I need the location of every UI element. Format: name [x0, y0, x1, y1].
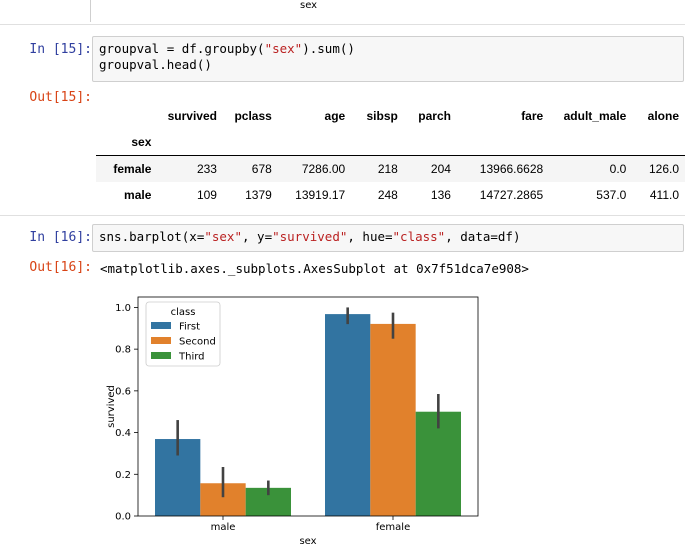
column-header: pclass [234, 109, 272, 123]
table-cell: 136 [430, 188, 451, 202]
row-index: female [113, 162, 152, 176]
column-header: parch [418, 109, 451, 123]
output-border [90, 0, 91, 22]
code-line: groupval = df.groupby("sex").sum() [99, 41, 677, 57]
column-header: age [324, 109, 346, 123]
table-cell: 248 [377, 188, 398, 202]
table-cell: 13966.6628 [479, 162, 544, 176]
y-tick-label: 0.2 [115, 470, 131, 481]
column-header: sibsp [366, 109, 398, 123]
code-string-token: "survived" [272, 229, 348, 244]
y-tick-label: 0.0 [115, 512, 131, 523]
legend-label: Third [178, 352, 205, 363]
code-token: groupval.head() [99, 57, 212, 72]
table-cell: 411.0 [649, 188, 679, 202]
y-tick-label: 0.6 [115, 386, 131, 397]
cell-divider [0, 24, 685, 25]
table-cell: 14727.2865 [479, 188, 544, 202]
in-prompt-16: In [16]: [29, 230, 92, 245]
legend-swatch-third [151, 352, 171, 359]
code-line: groupval.head() [99, 57, 677, 73]
x-tick-label: female [376, 522, 410, 533]
table-cell: 0.0 [609, 162, 627, 176]
bar-second-female [370, 323, 416, 516]
code-string-token: "class" [392, 229, 446, 244]
x-axis-label: sex [299, 536, 316, 547]
code-token: , y= [242, 229, 273, 244]
previous-xlabel: sex [300, 0, 318, 11]
legend-swatch-second [151, 337, 171, 344]
table-cell: 218 [377, 162, 398, 176]
out-prompt-16: Out[16]: [29, 260, 92, 275]
column-header: fare [521, 109, 544, 123]
table-index-row: sex [96, 129, 685, 156]
dataframe-table: survived pclass age sibsp parch fare adult_mal… [96, 103, 685, 208]
table-row: female 233 678 7286.00 218 204 13966.6628 0.0 12… [96, 155, 685, 182]
in-prompt-15: In [15]: [29, 42, 92, 57]
legend-title: class [171, 307, 196, 318]
y-tick-label: 0.4 [115, 428, 131, 439]
column-header: adult_male [563, 109, 627, 123]
legend-label: Second [179, 337, 216, 348]
code-cell-15[interactable]: groupval = df.groupby("sex").sum() groupv… [92, 36, 684, 82]
table-cell: 109 [196, 188, 217, 202]
column-header: alone [647, 109, 679, 123]
barplot-chart: 0.0 0.2 0.4 0.6 0.8 1.0 male female sex survived c… [106, 296, 479, 547]
code-token: , hue= [347, 229, 393, 244]
previous-output-stub: sex [0, 0, 685, 22]
table-row: male 109 1379 13919.17 248 136 14727.2865 537.0… [96, 182, 685, 208]
bar-first-female [325, 314, 371, 516]
table-cell: 13919.17 [295, 188, 346, 202]
code-line: sns.barplot(x="sex", y="survived", hue="… [99, 229, 677, 245]
legend-swatch-first [151, 322, 171, 329]
table-cell: 204 [430, 162, 451, 176]
y-tick-label: 1.0 [115, 303, 131, 314]
code-token: ).sum() [302, 41, 355, 56]
code-token: , data=df) [445, 229, 521, 244]
axes-frame [137, 296, 479, 517]
output-text-16: <matplotlib.axes._subplots.AxesSubplot a… [100, 261, 529, 276]
table-cell: 1379 [245, 188, 272, 202]
code-token: sns.barplot(x= [99, 229, 205, 244]
cell-divider [0, 215, 685, 216]
table-cell: 678 [251, 162, 272, 176]
legend-box [145, 301, 221, 367]
legend-label: First [179, 322, 200, 333]
column-header: survived [167, 109, 217, 123]
row-index: male [124, 188, 152, 202]
code-string-token: "sex" [204, 229, 242, 244]
table-cell: 7286.00 [301, 162, 346, 176]
out-prompt-15: Out[15]: [29, 90, 92, 105]
code-token: groupval = df.groupby( [99, 41, 265, 56]
y-axis-label: survived [106, 385, 117, 428]
table-cell: 233 [196, 162, 217, 176]
code-string-token: "sex" [264, 41, 303, 56]
index-name: sex [96, 129, 158, 156]
x-tick-label: male [211, 522, 236, 533]
y-tick-label: 0.8 [115, 345, 131, 356]
code-cell-16[interactable]: sns.barplot(x="sex", y="survived", hue="… [92, 224, 684, 252]
bar-third-female [415, 411, 461, 516]
table-cell: 537.0 [596, 188, 627, 202]
table-header-row: survived pclass age sibsp parch fare adult_mal… [96, 103, 685, 129]
table-cell: 126.0 [648, 162, 679, 176]
